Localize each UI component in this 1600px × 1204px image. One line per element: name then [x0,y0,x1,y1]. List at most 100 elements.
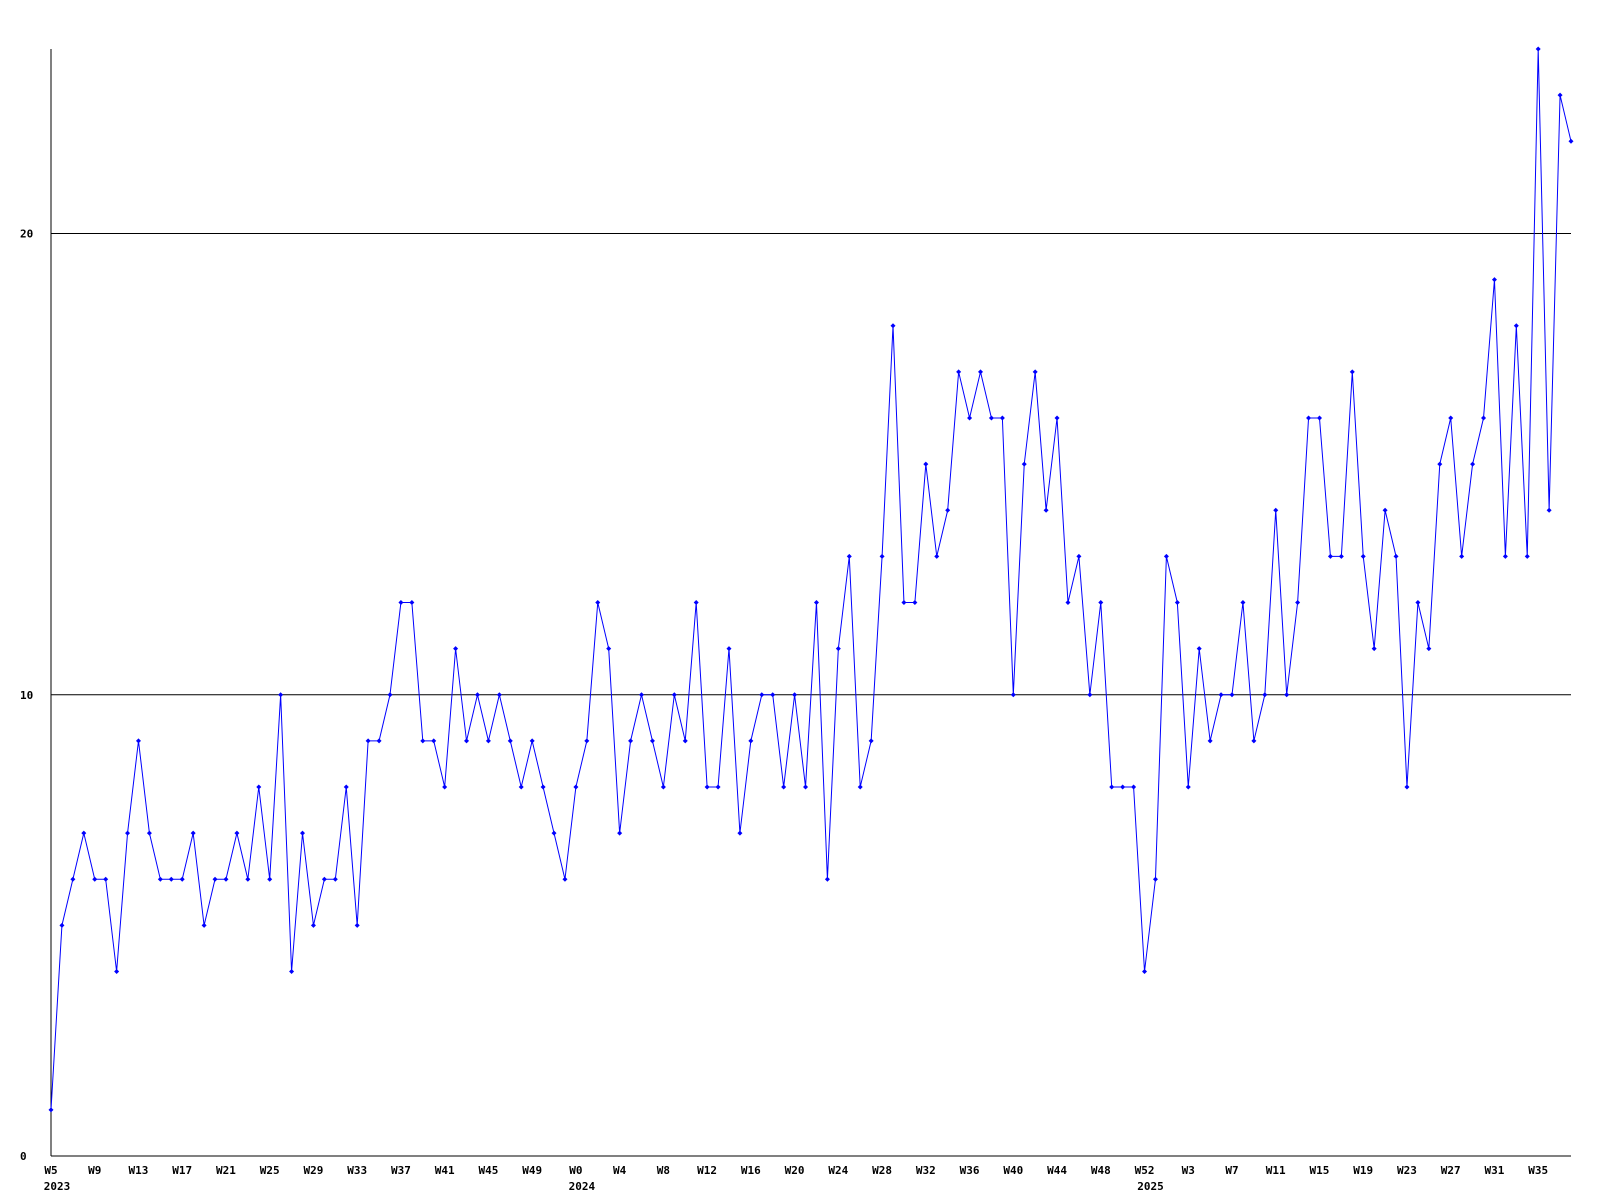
point-marker [682,738,688,744]
x-tick-label: W41 [435,1164,455,1177]
point-marker [551,830,557,836]
point-marker [1152,876,1158,882]
point-marker [945,507,951,513]
point-marker [1524,553,1530,559]
x-tick-label: W33 [347,1164,367,1177]
point-marker [1284,692,1290,698]
x-tick-label: W49 [522,1164,542,1177]
x-tick-label: W23 [1397,1164,1417,1177]
point-marker [617,830,623,836]
point-marker [1131,784,1137,790]
point-marker [300,830,306,836]
point-marker [1207,738,1213,744]
point-marker [1142,969,1148,974]
point-marker [748,738,754,744]
point-marker [1174,600,1180,605]
x-tick-label: W21 [216,1164,236,1177]
x-tick-label: W11 [1266,1164,1286,1177]
point-marker [289,969,295,974]
x-tick-label: W7 [1225,1164,1238,1177]
point-marker [529,738,535,744]
point-marker [1382,507,1388,513]
point-marker [803,784,809,790]
point-marker [857,784,863,790]
point-marker [562,876,568,882]
point-marker [420,738,426,744]
point-marker [507,738,513,744]
point-marker [518,784,524,790]
point-marker [1491,277,1497,283]
point-marker [409,600,415,605]
x-tick-label: W24 [828,1164,848,1177]
point-marker [310,922,316,928]
x-tick-label: W28 [872,1164,892,1177]
point-marker [190,830,196,836]
point-marker [332,876,338,882]
point-marker [453,646,459,652]
point-marker [157,876,163,882]
point-marker [1502,553,1508,559]
point-marker [1098,600,1104,605]
point-marker [1043,507,1049,513]
x-tick-label: W0 [569,1164,582,1177]
x-tick-label: W36 [960,1164,980,1177]
x-tick-label: W27 [1441,1164,1461,1177]
point-marker [201,922,207,928]
x-tick-label: W37 [391,1164,411,1177]
point-marker [1338,553,1344,559]
point-marker [1251,738,1257,744]
point-marker [1262,692,1268,698]
point-marker [704,784,710,790]
point-marker [890,323,896,329]
point-marker [431,738,437,744]
x-tick-label: W15 [1310,1164,1330,1177]
point-marker [693,600,699,605]
point-marker [1459,553,1465,559]
point-marker [813,600,819,605]
x-tick-label: W9 [88,1164,101,1177]
point-marker [901,600,907,605]
x-tick-label: W29 [304,1164,324,1177]
point-marker [1163,553,1169,559]
x-tick-label: W44 [1047,1164,1067,1177]
x-tick-label: W8 [657,1164,670,1177]
point-marker [1470,461,1476,467]
point-marker [781,784,787,790]
point-marker [1360,553,1366,559]
year-label: 2023 [44,1180,71,1193]
x-tick-label: W45 [478,1164,498,1177]
point-marker [606,646,612,652]
point-marker [474,692,480,698]
point-marker [1404,784,1410,790]
point-marker [278,692,284,698]
x-tick-label: W32 [916,1164,936,1177]
point-marker [387,692,393,698]
x-tick-label: W20 [785,1164,805,1177]
point-marker [212,876,218,882]
x-tick-label: W19 [1353,1164,1373,1177]
point-marker [977,369,983,375]
point-marker [835,646,841,652]
point-marker [1087,692,1093,698]
point-marker [967,415,973,421]
point-marker [999,415,1005,421]
x-tick-label: W5 [44,1164,57,1177]
point-marker [868,738,874,744]
point-marker [1010,692,1016,698]
point-marker [496,692,502,698]
x-tick-label: W17 [172,1164,192,1177]
point-marker [1273,507,1279,513]
point-marker [584,738,590,744]
point-marker [934,553,940,559]
point-marker [48,1107,54,1113]
point-marker [223,876,229,882]
point-marker [726,646,732,652]
point-marker [1021,461,1027,467]
point-marker [1546,507,1552,513]
point-marker [485,738,491,744]
y-tick-label: 20 [20,228,33,241]
point-marker [1240,600,1246,605]
point-marker [256,784,262,790]
